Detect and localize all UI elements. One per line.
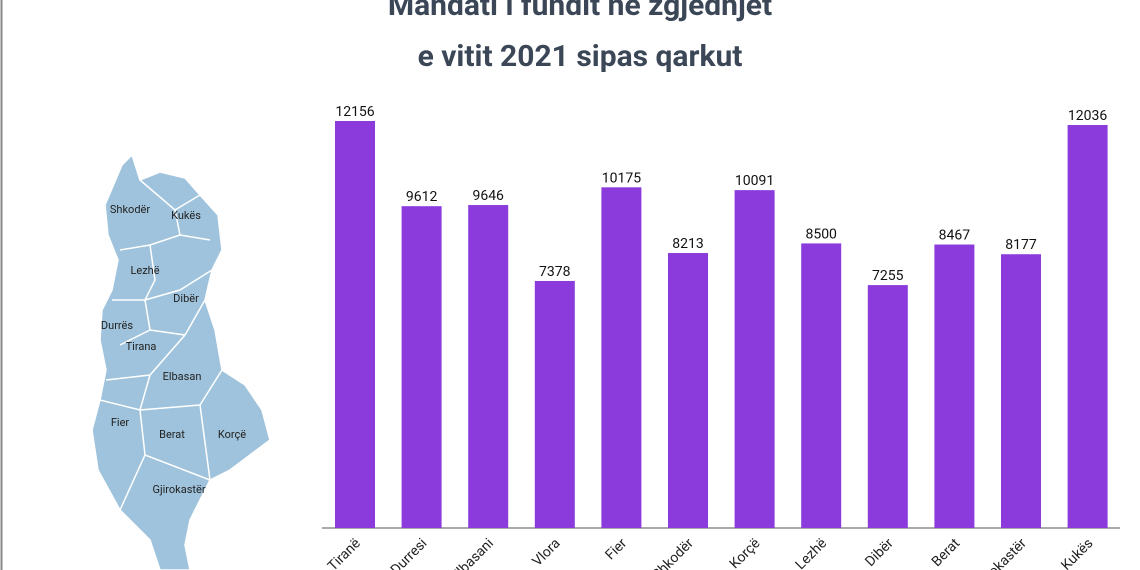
x-tick-label: Lezhë (793, 536, 831, 570)
x-tick-label: Berat (929, 535, 964, 570)
bar (1001, 254, 1041, 528)
bar (734, 190, 775, 529)
value-label: 9612 (406, 189, 438, 205)
bar (468, 205, 509, 528)
bar (401, 206, 442, 528)
map-label: Berat (159, 428, 185, 441)
bar (668, 253, 708, 528)
value-label: 8467 (939, 228, 971, 244)
map-borders (99, 179, 223, 511)
bar (601, 187, 642, 529)
value-label: 9646 (472, 188, 504, 204)
value-label: 7378 (539, 264, 571, 280)
map-shape (91, 153, 271, 570)
map-label: Kukës (171, 209, 201, 222)
map (91, 153, 271, 570)
value-label: 7255 (872, 268, 904, 284)
x-tick-label: Elbasani (448, 536, 497, 570)
map-label: Lezhë (130, 264, 159, 277)
map-label: Shkodër (110, 203, 150, 216)
x-tick-label: Dibër (862, 535, 897, 570)
map-label: Dibër (173, 292, 199, 305)
value-label: 10091 (735, 173, 774, 189)
value-label: 12156 (335, 104, 374, 120)
bar (867, 285, 908, 528)
map-label: Elbasan (163, 370, 202, 383)
value-label: 10175 (602, 170, 641, 186)
map-label: Durrës (101, 319, 133, 332)
bar (1067, 125, 1108, 529)
bar (801, 243, 842, 529)
x-tick-label: Durresi (388, 536, 431, 570)
x-tick-label: Fier (602, 535, 630, 563)
x-tick-label: Vlora (529, 536, 563, 570)
value-label: 12036 (1068, 108, 1107, 124)
x-tick-label: Gjirokastër (971, 535, 1030, 570)
value-label: 8500 (805, 226, 837, 242)
bar (934, 244, 975, 528)
value-label: 8213 (672, 236, 703, 252)
map-label: Gjirokastër (152, 483, 205, 496)
chart-title: Mandati i fundit në zgjedhjet (388, 0, 772, 23)
x-tick-label: Kukës (1058, 536, 1096, 570)
value-label: 8177 (1005, 237, 1037, 253)
x-tick-label: Shkodër (649, 535, 697, 570)
map-label: Tirana (126, 340, 157, 353)
map-label: Korçë (218, 428, 246, 441)
bar (335, 121, 375, 528)
map-label: Fier (111, 416, 130, 429)
x-tick-label: Korçë (727, 536, 764, 570)
chart-title: e vitit 2021 sipas qarkut (418, 39, 743, 74)
x-tick-label: Tiranë (325, 536, 364, 570)
bar (534, 280, 575, 528)
